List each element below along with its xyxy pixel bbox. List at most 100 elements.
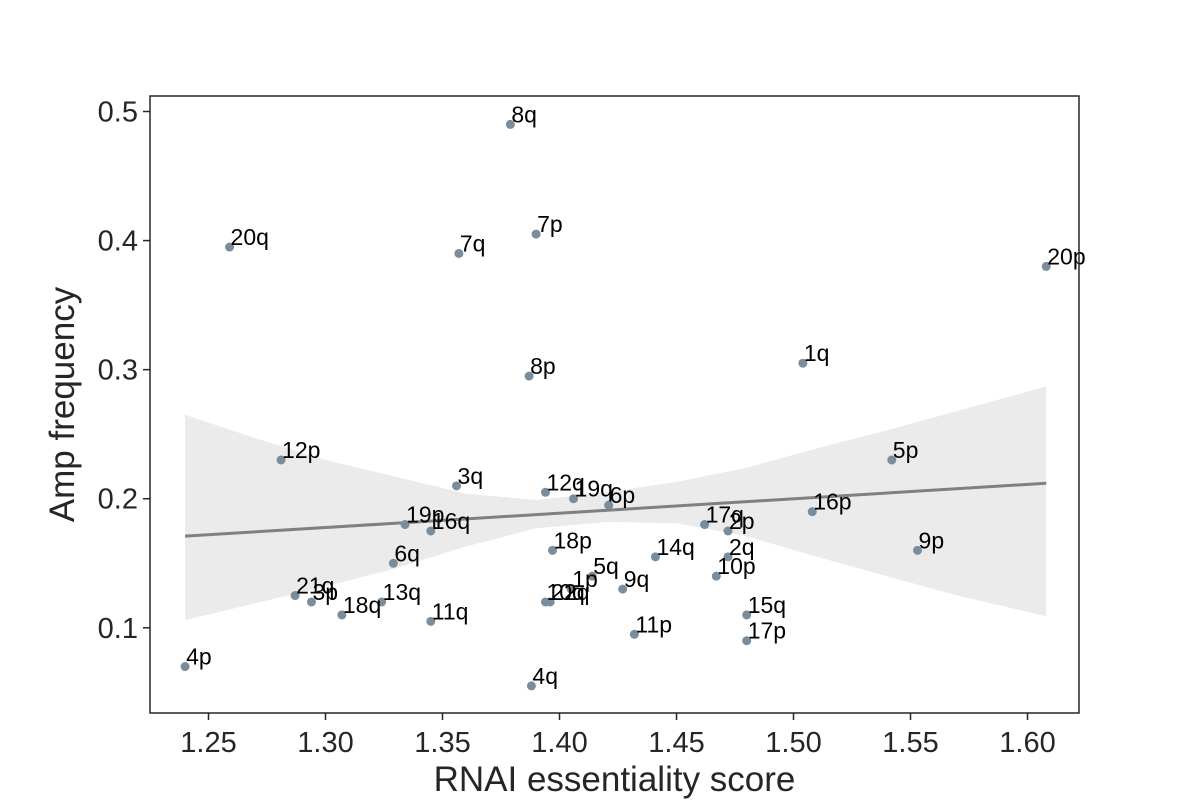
point-label: 22q xyxy=(551,579,589,605)
y-axis: 0.1 0.2 0.3 0.4 0.5 xyxy=(98,96,150,645)
data-point xyxy=(887,455,897,465)
data-point xyxy=(400,520,410,530)
point-label: 5p xyxy=(893,437,919,463)
point-label: 10q xyxy=(546,579,584,605)
data-point xyxy=(452,481,462,491)
data-point xyxy=(505,119,515,129)
point-label: 7p xyxy=(537,211,563,237)
data-point xyxy=(531,229,541,239)
point-label: 8p xyxy=(530,353,556,379)
point-label: 14q xyxy=(656,534,694,560)
point-label: 8q xyxy=(511,101,537,127)
point-label: 7q xyxy=(460,230,486,256)
point-label: 6p xyxy=(610,482,636,508)
point-label: 5q xyxy=(593,553,619,579)
points-layer xyxy=(180,119,1051,691)
data-point xyxy=(629,629,639,639)
x-tick-label: 1.25 xyxy=(180,727,236,759)
point-label: 11q xyxy=(432,598,469,624)
data-point xyxy=(700,520,710,530)
x-tick-label: 1.35 xyxy=(414,727,470,759)
data-point xyxy=(723,552,733,562)
data-point xyxy=(276,455,286,465)
data-point xyxy=(807,507,817,517)
data-point xyxy=(913,545,923,555)
y-axis-title: Amp frequency xyxy=(43,286,82,522)
point-label: 18p xyxy=(553,527,591,553)
data-point xyxy=(742,610,752,620)
point-label: 17q xyxy=(706,502,744,528)
point-label: 20q xyxy=(231,224,269,250)
data-point xyxy=(547,545,557,555)
point-label: 1p xyxy=(572,566,598,592)
data-point xyxy=(540,487,550,497)
point-label: 19p xyxy=(406,502,444,528)
y-tick-label: 0.1 xyxy=(98,613,138,645)
data-point xyxy=(798,358,808,368)
x-tick-label: 1.40 xyxy=(531,727,587,759)
point-label: 3q xyxy=(458,463,484,489)
x-axis: 1.25 1.30 1.35 1.40 1.45 1.50 1.55 1.60 xyxy=(180,713,1056,759)
data-point xyxy=(337,610,347,620)
data-point xyxy=(1041,261,1051,271)
point-label: 9q xyxy=(624,566,650,592)
x-tick-label: 1.55 xyxy=(882,727,938,759)
confidence-band xyxy=(185,386,1047,621)
point-label: 16q xyxy=(432,508,470,534)
point-label: 12p xyxy=(282,437,320,463)
data-point xyxy=(306,597,316,607)
point-label: 21q xyxy=(296,573,334,599)
data-point xyxy=(290,591,300,601)
x-axis-title: RNAI essentiality score xyxy=(434,760,796,799)
point-label: 20p xyxy=(1047,243,1085,269)
data-point xyxy=(180,662,190,672)
point-label: 2q xyxy=(729,534,755,560)
x-tick-label: 1.30 xyxy=(297,727,353,759)
data-point xyxy=(377,597,387,607)
plot-frame xyxy=(149,95,1080,714)
data-point xyxy=(225,242,235,252)
point-label: 12q xyxy=(546,469,584,495)
point-label: 18q xyxy=(343,592,381,618)
y-tick-label: 0.4 xyxy=(98,226,138,258)
data-point xyxy=(569,494,579,504)
data-point xyxy=(587,571,597,581)
data-point xyxy=(540,597,550,607)
data-point xyxy=(566,584,576,594)
point-label: 1q xyxy=(804,340,830,366)
data-point xyxy=(650,552,660,562)
y-tick-label: 0.2 xyxy=(98,484,138,516)
point-label: 13q xyxy=(383,579,421,605)
data-point xyxy=(618,584,628,594)
point-label: 17p xyxy=(748,618,786,644)
x-tick-label: 1.45 xyxy=(648,727,704,759)
data-point xyxy=(426,616,436,626)
x-tick-label: 1.50 xyxy=(765,727,821,759)
point-label: 10p xyxy=(717,553,755,579)
point-label: 19q xyxy=(575,476,613,502)
y-tick-label: 0.5 xyxy=(98,96,138,128)
data-point xyxy=(604,500,614,510)
point-label: 3p xyxy=(312,579,338,605)
point-label: 16p xyxy=(813,489,851,515)
data-point xyxy=(524,371,534,381)
y-tick-label: 0.3 xyxy=(98,355,138,387)
point-label: 9p xyxy=(919,527,945,553)
point-label: 6q xyxy=(394,540,420,566)
regression-line xyxy=(185,481,1047,538)
regression-line-layer xyxy=(185,481,1047,538)
x-tick-label: 1.60 xyxy=(999,727,1055,759)
point-label: 4q xyxy=(532,663,558,689)
point-label: 15q xyxy=(748,592,786,618)
data-point xyxy=(426,526,436,536)
point-label: 4p xyxy=(186,644,212,670)
data-point xyxy=(388,558,398,568)
data-point xyxy=(526,681,536,691)
data-point xyxy=(723,526,733,536)
confidence-band-layer xyxy=(185,386,1047,621)
data-point xyxy=(711,571,721,581)
data-point xyxy=(742,636,752,646)
data-point xyxy=(454,248,464,258)
